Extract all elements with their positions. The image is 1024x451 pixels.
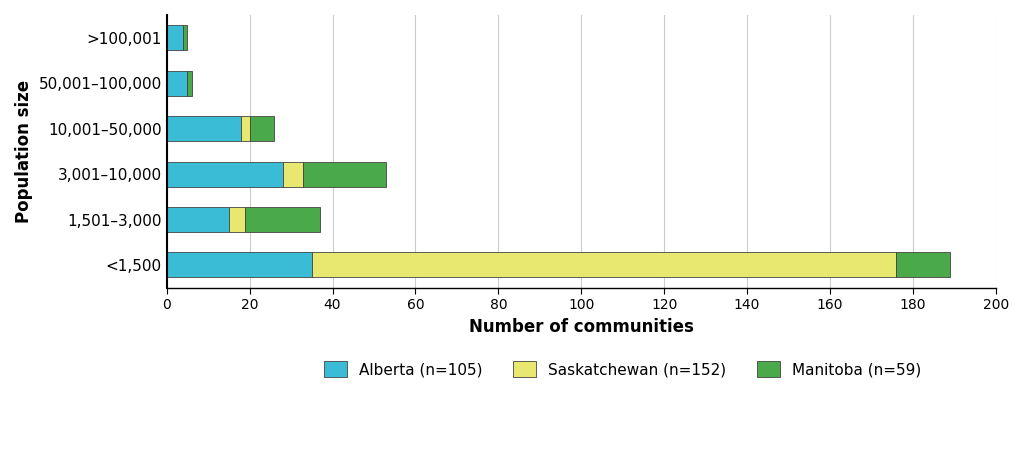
Bar <box>246 207 321 232</box>
Bar <box>167 116 242 141</box>
Bar <box>283 161 303 187</box>
Bar <box>167 161 283 187</box>
Bar <box>167 207 228 232</box>
Bar <box>183 25 187 50</box>
Bar <box>167 25 183 50</box>
Bar <box>303 161 386 187</box>
Bar <box>228 207 246 232</box>
Bar <box>242 116 250 141</box>
Legend: Alberta (n=105), Saskatchewan (n=152), Manitoba (n=59): Alberta (n=105), Saskatchewan (n=152), M… <box>317 355 928 383</box>
X-axis label: Number of communities: Number of communities <box>469 318 693 336</box>
Y-axis label: Population size: Population size <box>15 80 33 223</box>
Bar <box>187 71 191 96</box>
Bar <box>167 253 311 277</box>
Bar <box>896 253 950 277</box>
Bar <box>311 253 896 277</box>
Bar <box>167 71 187 96</box>
Bar <box>250 116 274 141</box>
